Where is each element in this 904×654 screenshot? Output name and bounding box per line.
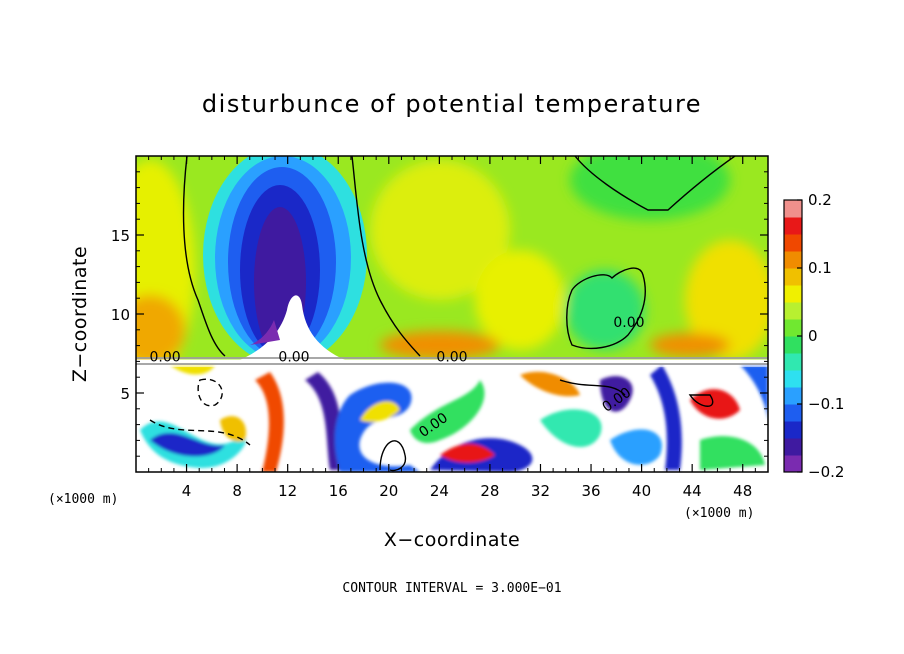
plume-white-spike <box>240 295 345 360</box>
colorbar-tick-label: 0.1 <box>808 259 832 277</box>
swirl-9 <box>440 443 495 463</box>
swirl-6 <box>360 401 400 422</box>
x-tick-label: 36 <box>581 482 600 500</box>
y-tick-label: 5 <box>120 385 130 403</box>
colorbar-segment <box>784 234 802 252</box>
swirl-18 <box>170 365 215 375</box>
x-tick-label: 4 <box>182 482 192 500</box>
colorbar-segment <box>784 200 802 218</box>
colorbar-tick-label: 0.2 <box>808 191 832 209</box>
colorbar-segment <box>784 302 802 320</box>
y-tick-label: 10 <box>111 306 130 324</box>
field-orange-left <box>136 295 185 365</box>
colorbar-segment <box>784 336 802 354</box>
field-yellow-right <box>685 240 768 360</box>
swirl-12 <box>600 376 633 412</box>
colorbar-segment <box>784 421 802 439</box>
colorbar: −0.2 −0.1 0 0.1 0.2 <box>783 191 844 481</box>
colorbar-segment <box>784 319 802 337</box>
colorbar-segment <box>784 438 802 456</box>
x-tick-label: 16 <box>329 482 348 500</box>
colorbar-segment <box>784 455 802 473</box>
contour-label: 0.00 <box>436 350 467 366</box>
heatmap-field <box>136 156 768 472</box>
colorbar-segment <box>784 353 802 371</box>
field-green-topright <box>570 156 730 220</box>
y-axis: 5 10 15 <box>111 171 768 457</box>
x-tick-label: 28 <box>480 482 499 500</box>
x-axis: 4 8 12 16 20 24 28 32 36 40 44 48 <box>148 156 756 500</box>
colorbar-tick-label: 0 <box>808 327 818 345</box>
colorbar-segment <box>784 217 802 235</box>
x-tick-label: 32 <box>531 482 550 500</box>
contour-lower-5 <box>688 394 714 407</box>
swirl-13 <box>610 429 662 465</box>
y-tick-label: 15 <box>111 227 130 245</box>
contour-label: 0.00 <box>278 350 309 366</box>
contour-interval-note: CONTOUR INTERVAL = 3.000E−01 <box>342 581 561 596</box>
plume-purple-edge <box>250 320 280 345</box>
field-yellow-mid2 <box>475 250 565 350</box>
colorbar-segment <box>784 370 802 388</box>
x-unit-left: (×1000 m) <box>48 492 118 507</box>
x-tick-label: 20 <box>379 482 398 500</box>
x-tick-label: 24 <box>430 482 449 500</box>
swirl-14 <box>650 365 682 470</box>
contour-zero-left <box>182 156 226 357</box>
swirl-16 <box>700 436 765 470</box>
x-tick-label: 40 <box>632 482 651 500</box>
colorbar-segment <box>784 285 802 303</box>
contour-lower-2 <box>149 419 251 446</box>
colorbar-segment <box>784 404 802 422</box>
x-tick-label: 8 <box>232 482 242 500</box>
x-tick-label: 44 <box>683 482 702 500</box>
contour-zero-topright <box>574 156 736 211</box>
contour-zero-right <box>351 156 421 357</box>
colorbar-tick-label: −0.1 <box>808 395 844 413</box>
colorbar-segment <box>784 387 802 405</box>
x-axis-title: X−coordinate <box>384 529 520 551</box>
y-axis-title: Z−coordinate <box>69 246 91 382</box>
colorbar-tick-label: −0.2 <box>808 463 844 481</box>
x-tick-label: 48 <box>733 482 752 500</box>
contour-lower-4 <box>559 379 626 396</box>
swirl-5 <box>334 382 420 472</box>
swirl-10 <box>520 371 580 397</box>
contour-label: 0.00 <box>149 350 180 366</box>
contour-lower-3 <box>379 440 407 472</box>
field-orange-base1 <box>380 331 500 359</box>
swirl-2 <box>150 433 225 457</box>
contour-label: 0.00 <box>613 315 644 331</box>
colorbar-segment <box>784 268 802 286</box>
swirl-7 <box>410 380 485 443</box>
x-unit-right: (×1000 m) <box>684 506 754 521</box>
field-orange-base2 <box>650 333 730 357</box>
x-tick-label: 12 <box>278 482 297 500</box>
swirl-15 <box>690 389 740 419</box>
swirl-11 <box>540 409 602 447</box>
swirl-17 <box>740 365 768 420</box>
colorbar-segment <box>784 251 802 269</box>
chart-title: disturbunce of potential temperature <box>202 90 702 118</box>
contour-lower-1 <box>197 378 223 407</box>
swirl-3 <box>255 372 284 472</box>
swirl-19 <box>220 416 246 442</box>
contour-zero-island <box>566 267 647 350</box>
field-green-mid <box>565 270 645 350</box>
interface-band <box>136 357 768 367</box>
field-yellow-mid <box>370 160 510 300</box>
